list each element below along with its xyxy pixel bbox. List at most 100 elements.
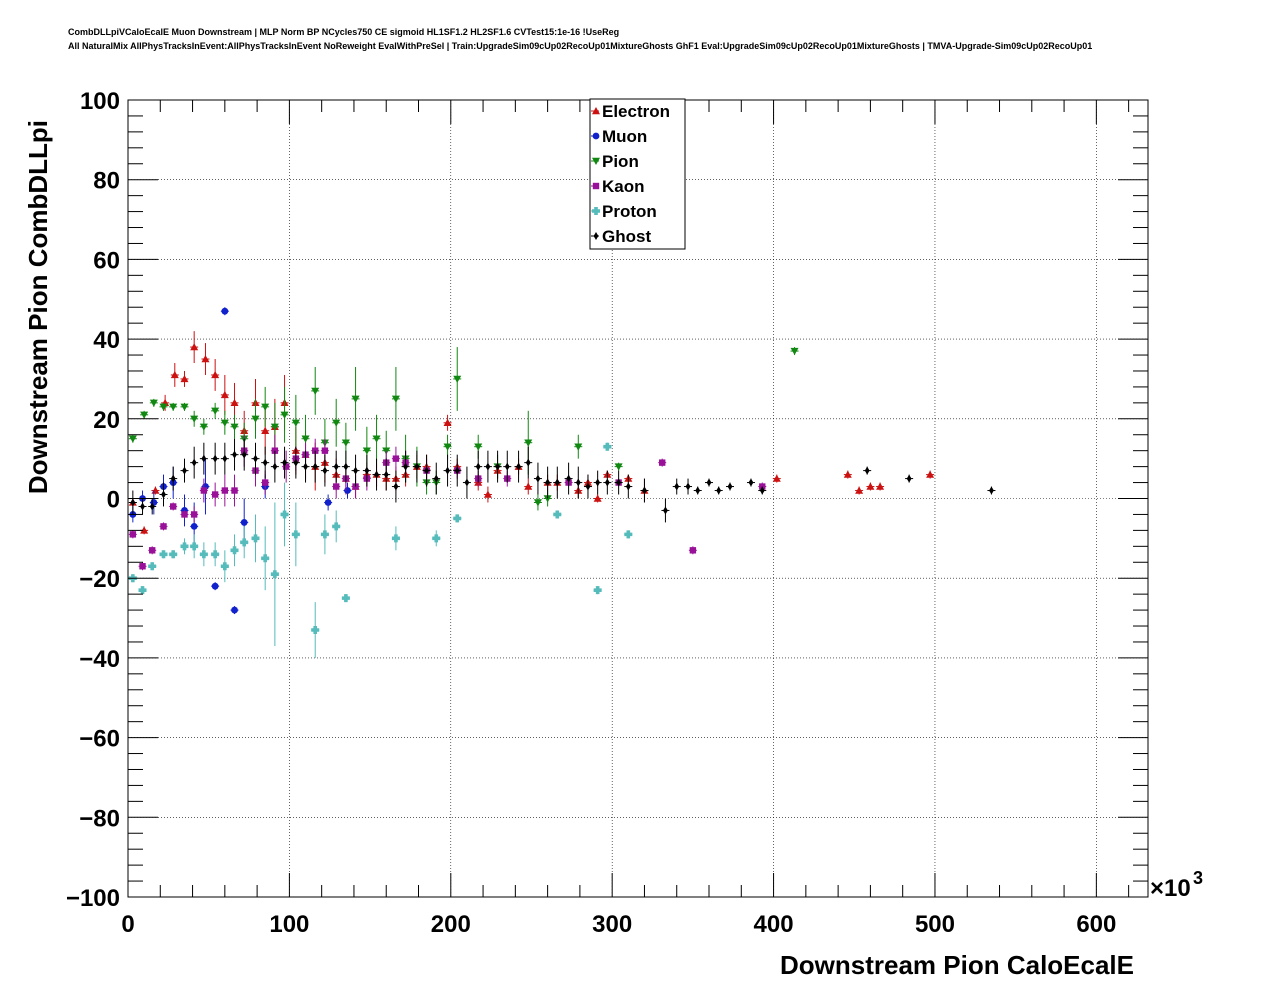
data-point xyxy=(261,526,270,591)
data-point xyxy=(199,418,208,435)
data-point xyxy=(412,450,421,483)
series-ghost xyxy=(128,438,996,523)
cross-marker xyxy=(190,542,199,551)
triangle-down-marker xyxy=(391,395,400,403)
data-point xyxy=(503,450,512,483)
x-multiplier: ×10 3 xyxy=(1150,868,1203,902)
triangle-down-marker xyxy=(220,419,229,427)
cross-marker xyxy=(624,530,633,539)
diamond-marker xyxy=(232,450,237,459)
data-point xyxy=(311,450,320,483)
triangle-down-marker xyxy=(301,435,310,443)
cross-marker xyxy=(320,530,329,539)
data-point xyxy=(251,398,260,439)
data-point xyxy=(220,307,229,316)
diamond-marker xyxy=(989,486,994,495)
circle-marker xyxy=(221,307,229,315)
triangle-down-marker xyxy=(592,157,600,165)
diamond-marker xyxy=(282,458,287,467)
data-point xyxy=(148,498,157,515)
x-tick-label: 100 xyxy=(269,911,309,938)
data-point xyxy=(220,410,229,435)
data-point xyxy=(149,398,158,407)
y-tick-label: 60 xyxy=(93,247,120,274)
cross-marker xyxy=(553,510,562,519)
cross-marker xyxy=(603,442,612,451)
square-marker xyxy=(181,511,188,518)
square-marker xyxy=(321,447,329,454)
data-point xyxy=(672,478,681,495)
triangle-marker xyxy=(866,482,875,490)
y-tick-label: −60 xyxy=(79,726,120,753)
data-point xyxy=(332,450,341,483)
diamond-marker xyxy=(535,474,541,483)
square-marker xyxy=(149,547,156,554)
circle-marker xyxy=(344,487,351,494)
diamond-marker xyxy=(383,470,389,479)
data-point xyxy=(311,602,320,658)
square-marker xyxy=(231,487,238,494)
tick-labels: 0 100 200 300 400 500 600 −100 −80 −60 −40 −20 0 20 40… xyxy=(66,88,1116,938)
grid-lines xyxy=(128,100,1148,897)
cross-marker xyxy=(159,550,168,559)
triangle-marker xyxy=(170,370,179,379)
diamond-marker xyxy=(595,478,601,487)
legend-label: Electron xyxy=(602,102,670,121)
data-point xyxy=(190,446,199,479)
diamond-marker xyxy=(585,482,591,491)
data-point xyxy=(688,546,697,555)
triangle-down-marker xyxy=(474,443,483,451)
diamond-marker xyxy=(616,478,622,487)
data-point xyxy=(351,454,360,487)
series-proton xyxy=(128,442,633,658)
data-point xyxy=(211,582,220,591)
x-tick-label: 0 xyxy=(121,911,134,938)
data-point xyxy=(443,454,452,487)
data-point xyxy=(362,454,371,487)
data-point xyxy=(211,402,220,419)
diamond-marker xyxy=(685,482,691,491)
x-tick-label: 300 xyxy=(592,911,632,938)
legend-entry-kaon: Kaon xyxy=(591,177,645,196)
triangle-down-marker xyxy=(533,499,542,507)
triangle-down-marker xyxy=(261,403,270,411)
diamond-marker xyxy=(414,462,420,471)
cross-marker xyxy=(169,550,178,559)
y-tick-label: −100 xyxy=(66,885,120,912)
triangle-marker xyxy=(220,390,229,399)
triangle-down-marker xyxy=(453,375,462,383)
diamond-marker xyxy=(706,478,712,487)
data-point xyxy=(876,482,885,491)
diamond-marker xyxy=(201,454,207,463)
data-point xyxy=(443,434,452,459)
diamond-marker xyxy=(504,462,510,471)
diamond-marker xyxy=(312,462,318,471)
data-point xyxy=(603,470,612,495)
circle-marker xyxy=(190,522,198,530)
data-point xyxy=(211,542,220,567)
data-point xyxy=(391,366,400,431)
triangle-marker xyxy=(876,482,885,490)
triangle-marker xyxy=(524,482,533,490)
data-point xyxy=(311,366,320,415)
data-point xyxy=(462,466,471,499)
legend-entry-pion: Pion xyxy=(591,152,639,171)
data-point xyxy=(230,474,239,507)
triangle-down-marker xyxy=(159,403,168,411)
data-point xyxy=(151,486,160,495)
data-point xyxy=(320,454,329,487)
data-point xyxy=(190,534,199,559)
square-marker xyxy=(221,487,229,494)
diamond-marker xyxy=(695,486,701,495)
diamond-marker xyxy=(140,502,145,511)
diamond-marker xyxy=(262,458,268,467)
triangle-down-marker xyxy=(180,403,189,411)
legend-label: Proton xyxy=(602,202,657,221)
diamond-marker xyxy=(663,506,668,515)
triangle-down-marker xyxy=(251,415,260,423)
data-point xyxy=(169,502,178,511)
data-point xyxy=(159,522,168,531)
legend-box xyxy=(589,98,686,250)
data-point xyxy=(593,494,602,503)
triangle-marker xyxy=(180,374,189,383)
